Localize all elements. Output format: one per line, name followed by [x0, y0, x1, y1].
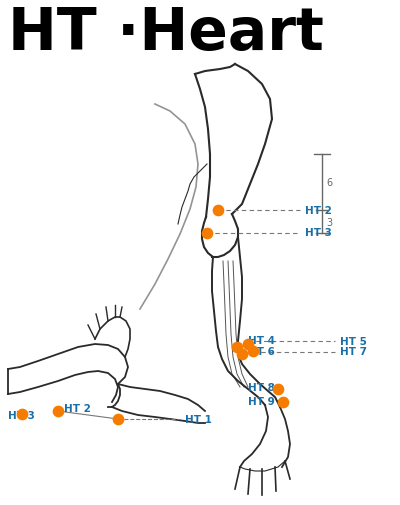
Text: HT 2: HT 2 [64, 403, 91, 413]
Text: HT 5: HT 5 [340, 336, 367, 346]
Text: HT 1: HT 1 [185, 414, 212, 424]
Text: HT 9: HT 9 [248, 396, 275, 406]
Text: HT 7: HT 7 [340, 346, 367, 357]
Text: 6: 6 [326, 178, 332, 188]
Point [245, 340, 251, 348]
Point [280, 398, 286, 406]
Point [250, 347, 256, 356]
Point [55, 407, 61, 415]
Text: HT 2: HT 2 [305, 206, 332, 216]
Text: HT 6: HT 6 [248, 346, 275, 357]
Point [215, 207, 221, 215]
Text: HT ·Heart: HT ·Heart [8, 5, 324, 62]
Point [204, 229, 210, 237]
Text: HT 3: HT 3 [8, 410, 35, 420]
Text: HT 8: HT 8 [248, 382, 275, 392]
Text: 3: 3 [326, 217, 332, 227]
Point [239, 350, 245, 359]
Point [115, 415, 121, 423]
Point [234, 343, 240, 351]
Text: HT 4: HT 4 [248, 335, 275, 345]
Text: HT 3: HT 3 [305, 228, 332, 237]
Point [275, 385, 281, 393]
Point [19, 410, 25, 418]
